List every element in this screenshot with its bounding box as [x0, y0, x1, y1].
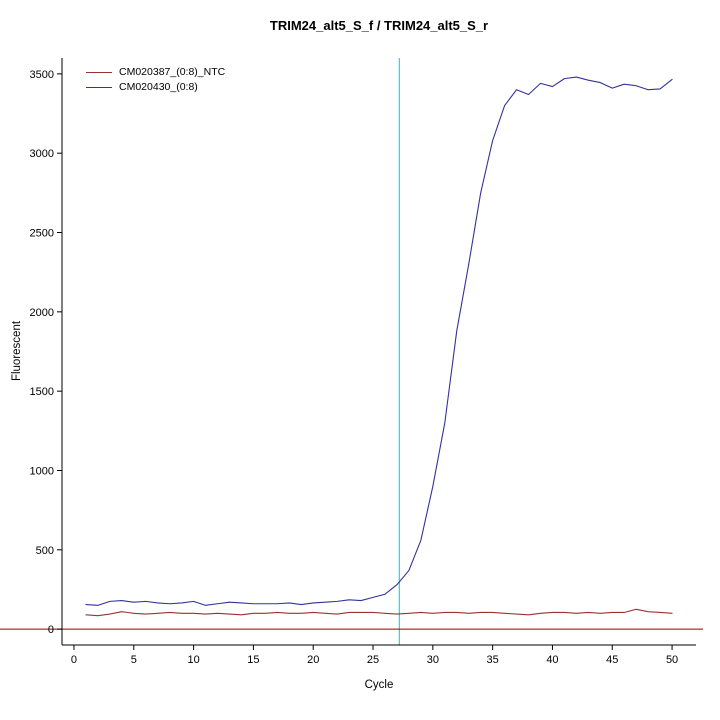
- y-tick-label: 2000: [30, 307, 54, 319]
- series-line-0: [85, 608, 673, 617]
- x-tick-label: 45: [606, 654, 618, 666]
- y-tick-label: 1000: [30, 465, 54, 477]
- y-tick-label: 0: [48, 624, 54, 636]
- x-tick-label: 15: [247, 654, 259, 666]
- y-tick-label: 500: [36, 545, 54, 557]
- x-axis-title: Cycle: [364, 679, 394, 691]
- x-tick-label: 20: [307, 654, 319, 666]
- x-tick-label: 35: [487, 654, 499, 666]
- legend: CM020387_(0:8)_NTC CM020430_(0:8): [86, 66, 225, 94]
- x-tick-label: 0: [71, 654, 77, 666]
- x-tick-label: 25: [367, 654, 379, 666]
- y-tick-label: 1500: [30, 386, 54, 398]
- legend-item-ntc: CM020387_(0:8)_NTC: [86, 66, 225, 79]
- y-tick-label: 3000: [30, 148, 54, 160]
- y-axis-title: Fluorescent: [11, 320, 23, 382]
- y-tick-label: 2500: [30, 228, 54, 240]
- legend-label-sample: CM020430_(0:8): [119, 81, 198, 93]
- chart-title: TRIM24_alt5_S_f / TRIM24_alt5_S_r: [269, 18, 489, 33]
- x-tick-label: 50: [666, 654, 678, 666]
- legend-label-ntc: CM020387_(0:8)_NTC: [119, 66, 226, 78]
- legend-line-sample-sample: [86, 87, 112, 88]
- x-tick-label: 30: [427, 654, 439, 666]
- x-tick-label: 40: [546, 654, 558, 666]
- y-tick-label: 3500: [30, 69, 54, 81]
- series-line-1: [85, 76, 673, 606]
- legend-line-sample-ntc: [86, 72, 112, 73]
- x-tick-label: 10: [187, 654, 199, 666]
- x-tick-label: 5: [131, 654, 137, 666]
- legend-item-sample: CM020430_(0:8): [86, 81, 225, 94]
